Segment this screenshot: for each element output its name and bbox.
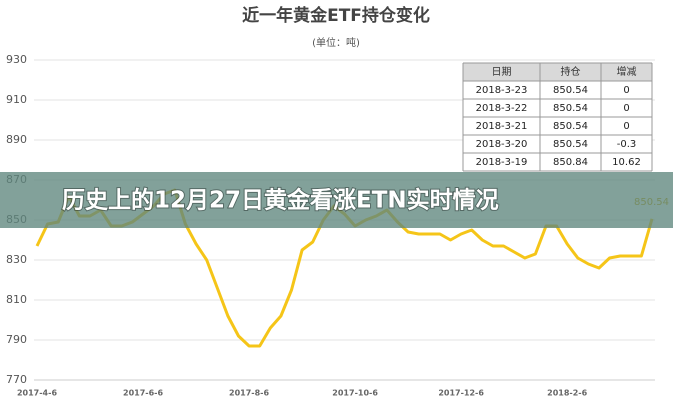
x-tick-label: 2018-2-6 — [547, 389, 587, 398]
x-tick-label: 2017-10-6 — [332, 389, 378, 398]
table-header: 日期 — [492, 66, 512, 78]
x-tick-label: 2017-12-6 — [438, 389, 484, 398]
table-cell: 850.54 — [553, 121, 588, 132]
y-tick-label: 890 — [6, 133, 27, 146]
table-cell: 850.84 — [553, 157, 588, 168]
y-tick-label: 830 — [6, 253, 27, 266]
x-tick-label: 2017-6-6 — [123, 389, 163, 398]
table-cell: 2018-3-21 — [476, 121, 528, 132]
table-cell: -0.3 — [617, 139, 637, 150]
table-cell: 0 — [623, 103, 629, 114]
table-cell: 0 — [623, 121, 629, 132]
table-cell: 2018-3-19 — [476, 157, 528, 168]
banner-bg — [0, 172, 673, 228]
table-header: 持仓 — [561, 65, 581, 78]
y-tick-label: 910 — [6, 93, 27, 106]
table-cell: 2018-3-22 — [476, 103, 528, 114]
table-cell: 850.54 — [553, 139, 588, 150]
y-tick-label: 790 — [6, 333, 27, 346]
table-cell: 0 — [623, 85, 629, 96]
chart-subtitle: (单位：吨) — [312, 36, 360, 49]
table-header-bg — [463, 63, 652, 81]
x-tick-label: 2017-8-6 — [229, 389, 269, 398]
y-tick-label: 810 — [6, 293, 27, 306]
table-cell: 2018-3-23 — [476, 85, 528, 96]
x-tick-label: 2017-4-6 — [17, 389, 57, 398]
table-cell: 850.54 — [553, 103, 588, 114]
table-cell: 2018-3-20 — [476, 139, 528, 150]
table-cell: 10.62 — [612, 157, 641, 168]
banner-title: 历史上的12月27日黄金看涨ETN实时情况 — [62, 187, 499, 214]
table-cell: 850.54 — [553, 85, 588, 96]
table-header: 增减 — [617, 65, 637, 78]
table-body-bg — [463, 81, 652, 171]
y-tick-label: 770 — [6, 373, 27, 386]
chart-title: 近一年黄金ETF持仓变化 — [242, 5, 430, 26]
y-tick-label: 930 — [6, 53, 27, 66]
